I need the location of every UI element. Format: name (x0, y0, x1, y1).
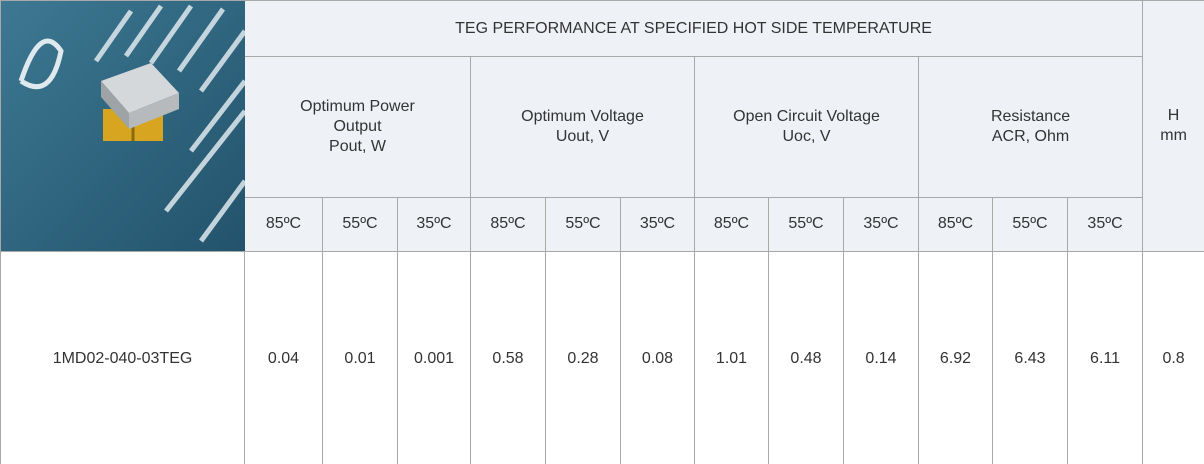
temperature-header: 55ºC (546, 197, 621, 251)
table-title: TEG PERFORMANCE AT SPECIFIED HOT SIDE TE… (245, 1, 1143, 57)
temperature-header: 55ºC (769, 197, 844, 251)
group-header-line: Resistance (991, 108, 1070, 125)
product-photo (1, 1, 245, 251)
temperature-header: 35ºC (398, 197, 471, 251)
group-header-line: Uoc, V (782, 128, 830, 145)
group-header-line: Optimum Voltage (521, 108, 644, 125)
value-cell: 0.001 (398, 252, 471, 464)
value-cell: 1.01 (695, 252, 769, 464)
product-photo-cell (1, 1, 245, 252)
value-cell: 0.48 (769, 252, 844, 464)
temperature-header: 85ºC (695, 197, 769, 251)
value-cell: 0.28 (546, 252, 621, 464)
temperature-header: 55ºC (323, 197, 398, 251)
value-cell: 0.58 (471, 252, 546, 464)
height-header-line: mm (1160, 127, 1187, 144)
page: TEG PERFORMANCE AT SPECIFIED HOT SIDE TE… (0, 0, 1204, 464)
temperature-header: 35ºC (844, 197, 919, 251)
value-cell: 0.08 (621, 252, 695, 464)
temperature-header: 35ºC (1068, 197, 1143, 251)
group-header-line: Uout, V (556, 128, 609, 145)
group-header-line: Optimum Power (300, 98, 415, 115)
group-header: Optimum Power Output Pout, W (245, 57, 471, 198)
group-header-line: Output (333, 118, 381, 135)
temperature-header: 85ºC (471, 197, 546, 251)
model-cell: 1MD02-040-03TEG (1, 252, 245, 464)
value-cell: 0.8 (1143, 252, 1204, 464)
group-header-line: ACR, Ohm (992, 128, 1069, 145)
temperature-header: 85ºC (245, 197, 323, 251)
value-cell: 0.14 (844, 252, 919, 464)
temperature-header: 55ºC (993, 197, 1068, 251)
group-header-line: Pout, W (329, 138, 386, 155)
temperature-header: 85ºC (919, 197, 993, 251)
value-cell: 6.92 (919, 252, 993, 464)
value-cell: 0.01 (323, 252, 398, 464)
value-cell: 6.11 (1068, 252, 1143, 464)
spec-table: TEG PERFORMANCE AT SPECIFIED HOT SIDE TE… (0, 0, 1204, 464)
height-header-line: H (1168, 107, 1180, 124)
value-cell: 0.04 (245, 252, 323, 464)
temperature-header: 35ºC (621, 197, 695, 251)
group-header: Open Circuit Voltage Uoc, V (695, 57, 919, 198)
group-header: Resistance ACR, Ohm (919, 57, 1143, 198)
value-cell: 6.43 (993, 252, 1068, 464)
group-header-line: Open Circuit Voltage (733, 108, 880, 125)
group-header: Optimum Voltage Uout, V (471, 57, 695, 198)
